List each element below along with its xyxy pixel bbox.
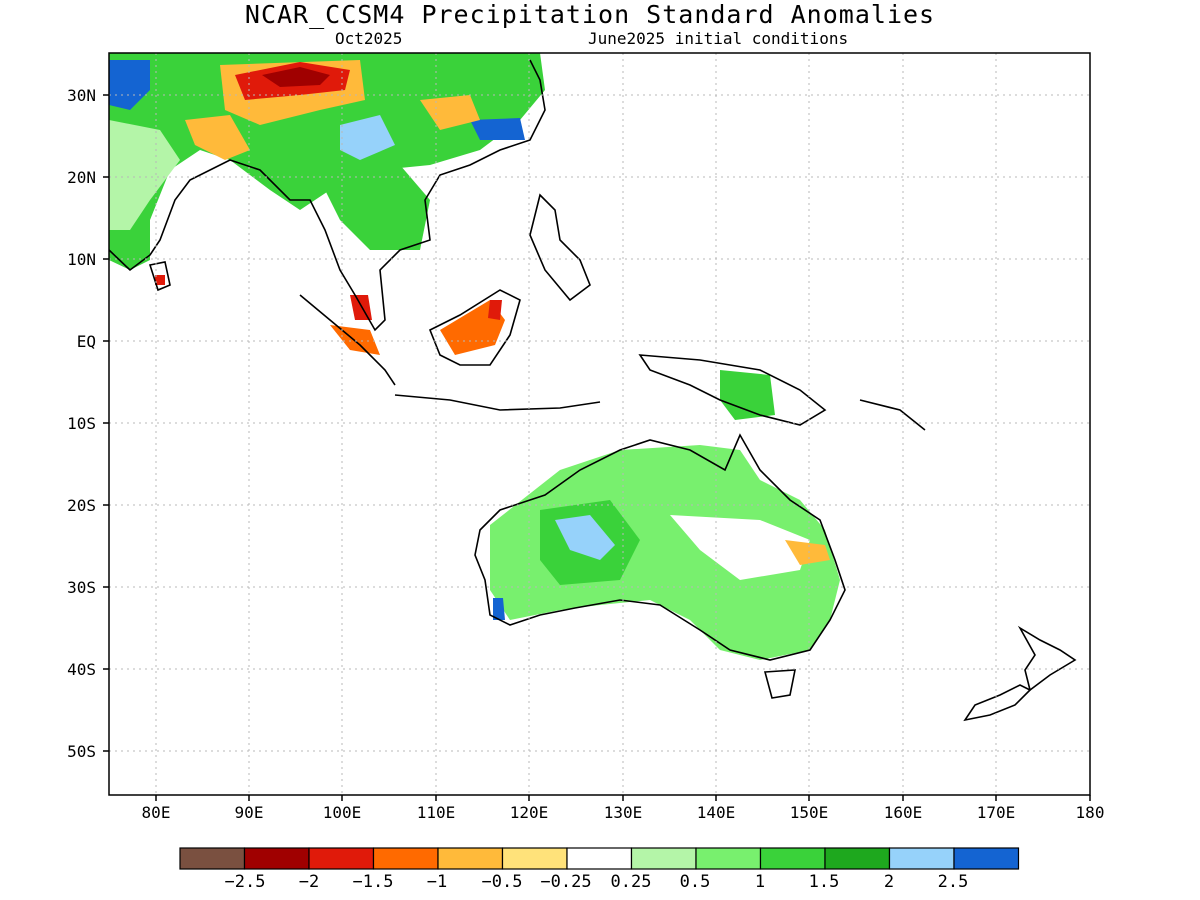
- y-tick-label: 30S: [67, 578, 96, 597]
- colorbar-swatch: [501, 847, 568, 870]
- colorbar-swatch: [372, 847, 439, 870]
- colorbar-swatch: [759, 847, 826, 870]
- y-tick-label: 20N: [67, 168, 96, 187]
- colorbar-swatch: [630, 847, 697, 870]
- x-tick-label: 110E: [416, 803, 456, 822]
- coastline-australia: [474, 433, 846, 661]
- y-tick-label: 10N: [67, 250, 96, 269]
- coastline-solomons: [859, 399, 926, 431]
- forecast-month-label: Oct2025: [335, 29, 403, 48]
- anomaly-region-green-indochina: [320, 165, 430, 250]
- anomaly-region-orange-bengal: [185, 115, 250, 160]
- colorbar-label: 2: [883, 872, 895, 892]
- y-tick-label: 40S: [67, 660, 96, 679]
- x-tick-label: 120E: [509, 803, 549, 822]
- coastline-newguinea: [638, 354, 827, 426]
- x-tick-label: 130E: [603, 803, 643, 822]
- anomaly-region-red-srilanka: [155, 275, 165, 285]
- colorbar-swatch: [243, 847, 310, 870]
- x-tick-label: 100E: [322, 803, 362, 822]
- anomaly-region-lightgreen-india: [109, 120, 180, 230]
- coastline-srilanka: [148, 261, 171, 292]
- colorbar-label: 2.5: [937, 872, 969, 892]
- y-tick-label: 20S: [67, 496, 96, 515]
- anomaly-region-orange-qld: [785, 540, 830, 565]
- x-tick-label: 160E: [883, 803, 923, 822]
- x-tick-label: 170E: [976, 803, 1016, 822]
- colorbar-swatch: [308, 847, 375, 870]
- coastline-java: [394, 394, 601, 411]
- colorbar-swatch: [695, 847, 762, 870]
- colorbar-label: 1.5: [808, 872, 840, 892]
- colorbar-swatch: [437, 847, 504, 870]
- map-title: NCAR_CCSM4 Precipitation Standard Anomal…: [244, 0, 936, 29]
- colorbar-swatch: [179, 847, 246, 870]
- colorbar-swatch: [953, 847, 1020, 870]
- colorbar-swatch: [888, 847, 955, 870]
- tick-marks: [103, 94, 1091, 801]
- colorbar-swatch: [566, 847, 633, 870]
- anomaly-region-red-borneo: [488, 300, 502, 320]
- colorbar-label: −1.5: [352, 872, 394, 892]
- x-tick-label: 140E: [696, 803, 736, 822]
- coastline-borneo: [428, 289, 521, 366]
- anomaly-region-darkred-tibet: [262, 67, 330, 87]
- coastline-philippines: [529, 193, 591, 302]
- coastline-nz-south: [963, 684, 1032, 722]
- coastline-asia: [109, 59, 546, 332]
- y-tick-label: 10S: [67, 414, 96, 433]
- x-tick-label: 90E: [234, 803, 264, 822]
- anomaly-region-blue-sw: [493, 598, 505, 620]
- grid-lines: [109, 53, 1090, 795]
- colorbar: [179, 847, 1020, 870]
- coastlines: [109, 59, 1077, 722]
- colorbar-label: −0.5: [481, 872, 523, 892]
- coastline-nz-north: [1017, 625, 1077, 692]
- anomaly-region-lightblue-australia: [555, 515, 615, 560]
- anomaly-shading: [109, 53, 840, 660]
- anomaly-region-lightblue-china: [340, 115, 395, 160]
- x-tick-label: 80E: [141, 803, 171, 822]
- colorbar-label: −0.25: [540, 872, 592, 892]
- x-tick-label: 180: [1075, 803, 1105, 822]
- colorbar-label: −2.5: [224, 872, 266, 892]
- anomaly-region-blue-nw: [109, 60, 150, 110]
- y-tick-label: 30N: [67, 86, 96, 105]
- anomaly-region-white-australia: [670, 515, 810, 580]
- anomaly-region-green-australia: [490, 445, 840, 660]
- y-tick-label: 50S: [67, 742, 96, 761]
- colorbar-swatch: [824, 847, 891, 870]
- colorbar-label: 1: [754, 872, 766, 892]
- colorbar-label: 0.25: [610, 872, 652, 892]
- colorbar-label: −1: [426, 872, 448, 892]
- colorbar-label: −2: [298, 872, 320, 892]
- x-tick-label: 150E: [789, 803, 829, 822]
- initial-conditions-label: June2025 initial conditions: [588, 29, 849, 48]
- plot-frame: [108, 52, 1091, 796]
- coastline-tasmania: [763, 669, 796, 699]
- y-tick-label: EQ: [76, 332, 96, 351]
- anomaly-region-green-newguinea: [720, 370, 775, 420]
- coastline-sumatra: [299, 294, 396, 386]
- anomaly-region-lightblue-coast: [470, 118, 525, 140]
- colorbar-label: 0.5: [679, 872, 711, 892]
- anomaly-region-orange-east: [420, 95, 480, 130]
- anomaly-region-red-malaya: [350, 295, 372, 320]
